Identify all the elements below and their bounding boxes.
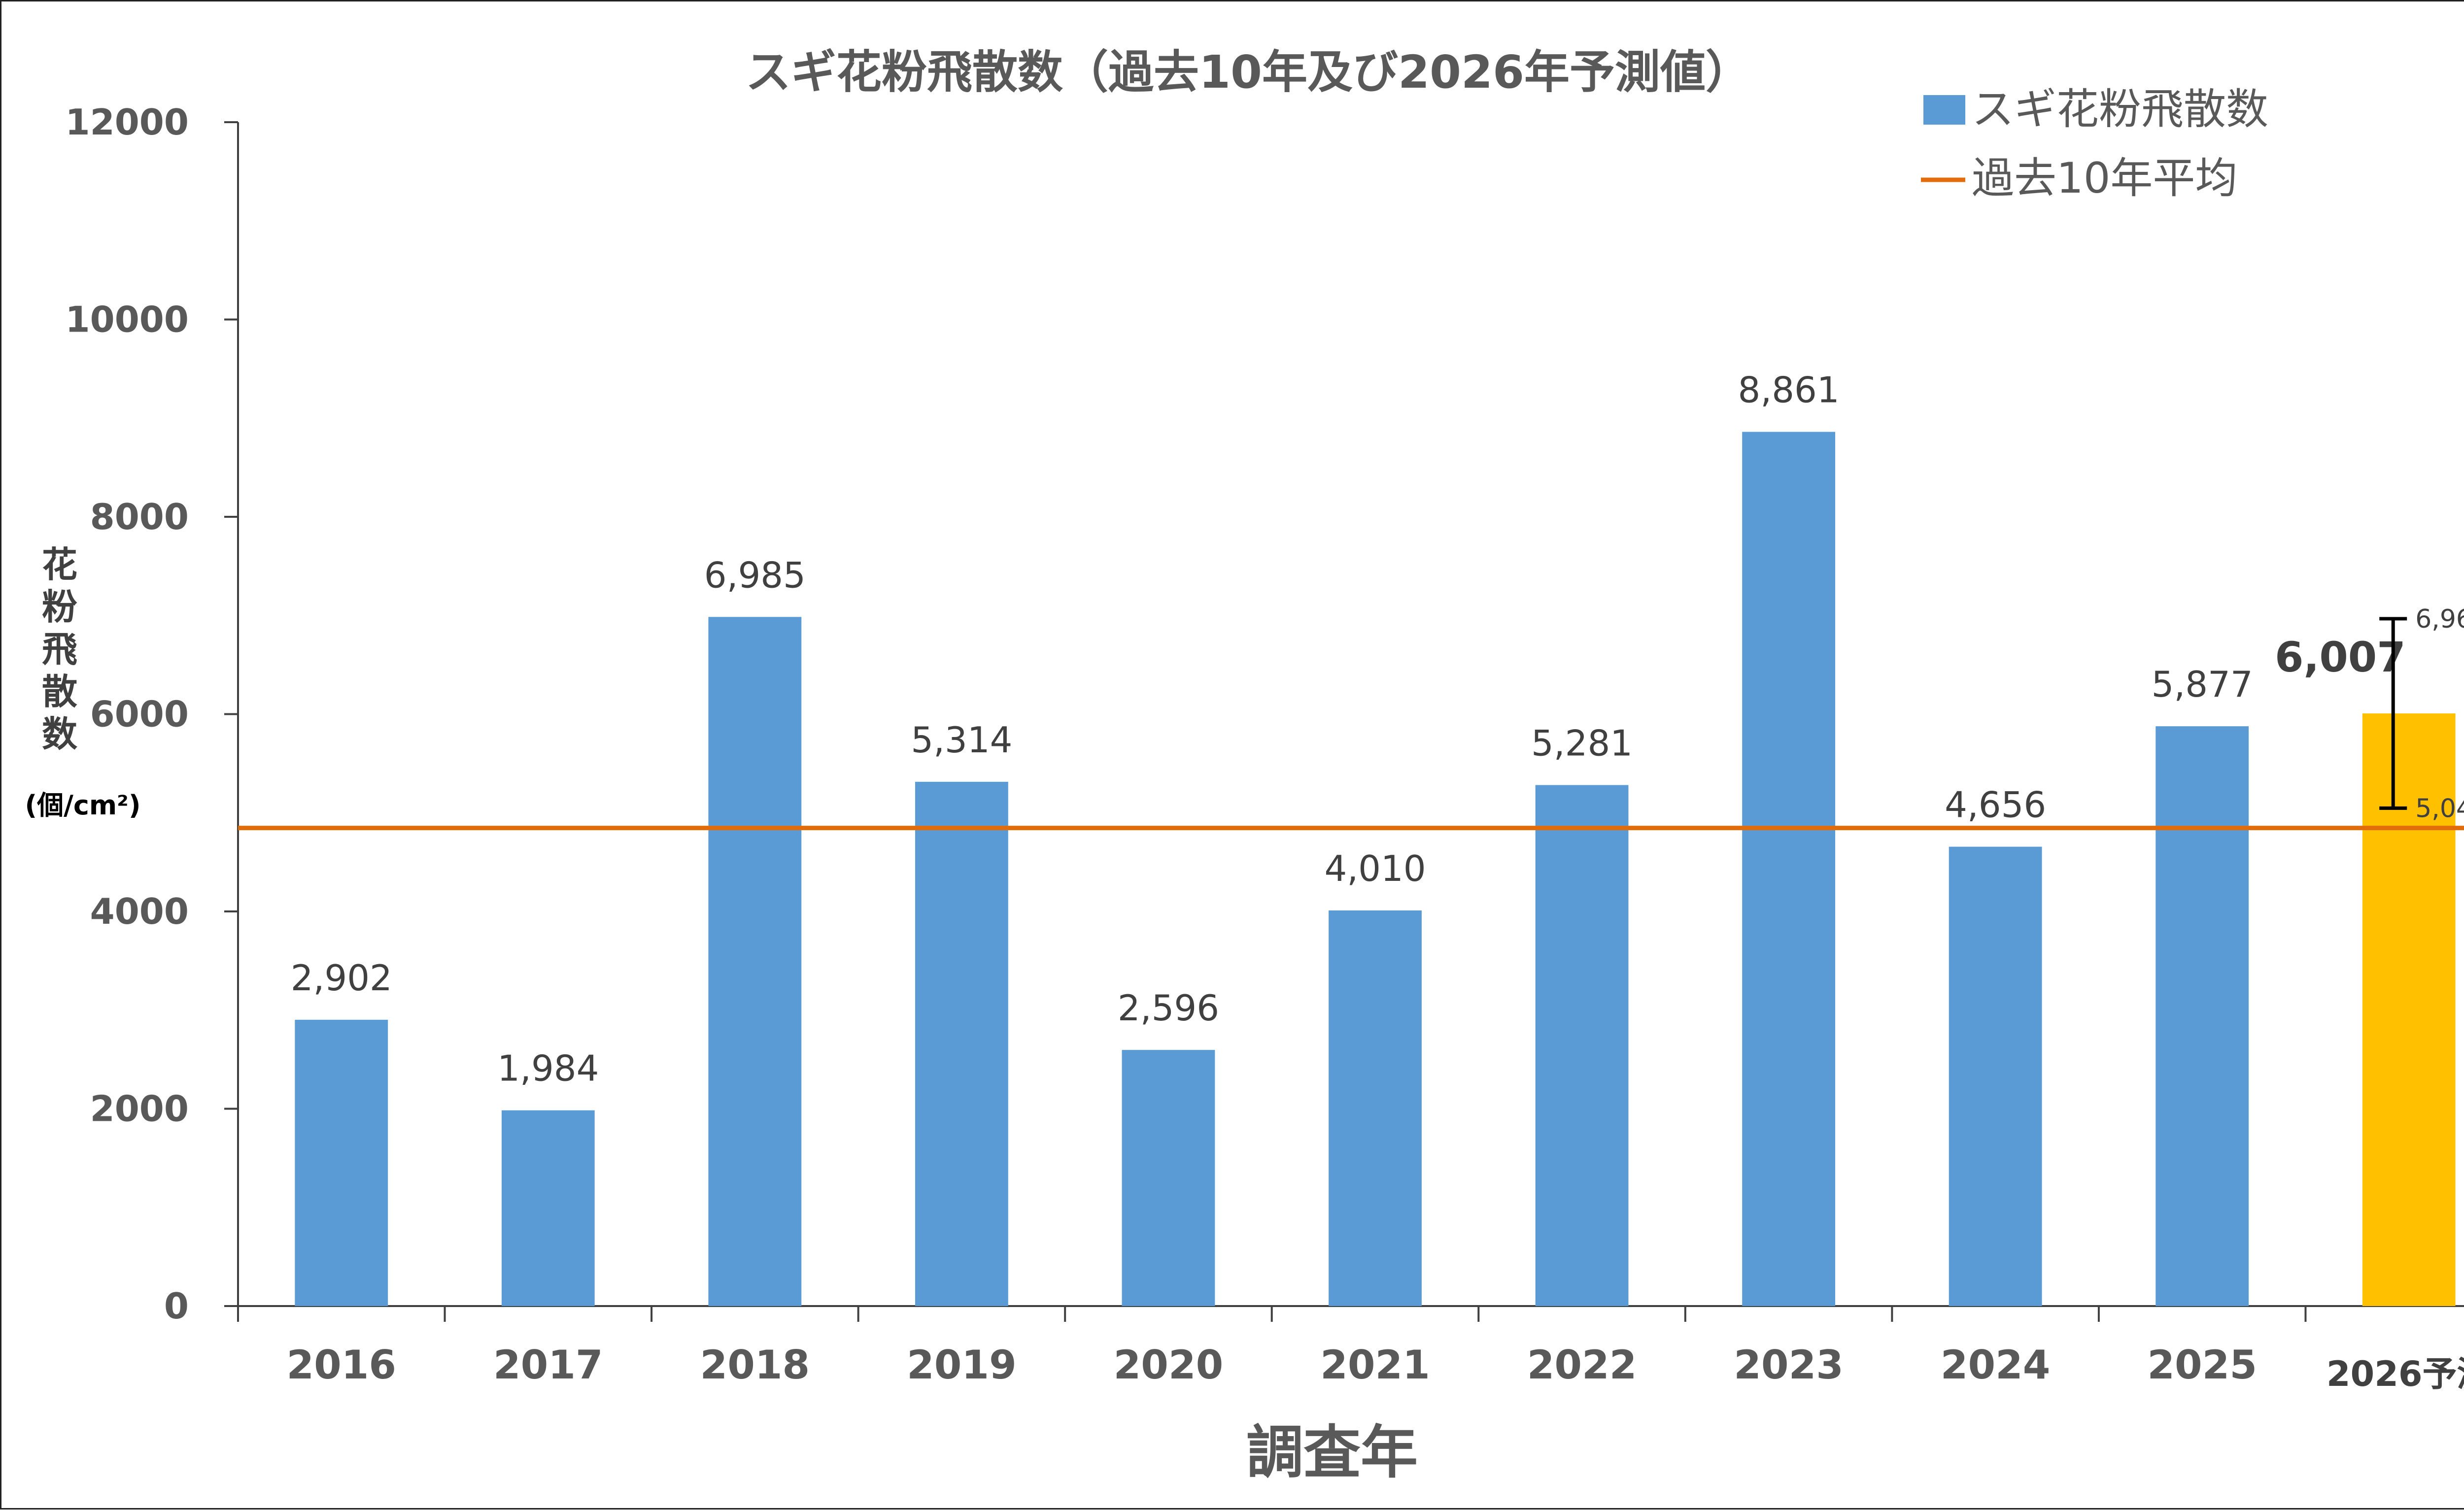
x-tick-label: 2021	[1320, 1342, 1430, 1388]
x-axis-title: 調査年	[1246, 1419, 1418, 1486]
data-label: 4,010	[1324, 848, 1426, 889]
data-label: 6,985	[704, 554, 806, 596]
y-tick-label: 0	[164, 1285, 189, 1327]
bar	[2156, 726, 2249, 1306]
x-tick-label: 2025	[2147, 1342, 2257, 1388]
x-tick-label: 2023	[1734, 1342, 1844, 1388]
error-bar-label-low: 5,047	[2415, 794, 2464, 823]
y-tick-label: 8000	[90, 496, 189, 537]
y-tick-label: 4000	[90, 891, 189, 932]
bar	[915, 781, 1008, 1306]
data-label: 6,007	[2275, 633, 2406, 681]
legend-label-average: 過去10年平均	[1972, 154, 2237, 203]
legend-swatch-bar	[1923, 95, 1965, 125]
bar	[1949, 846, 2042, 1306]
bar	[1742, 432, 1835, 1307]
x-tick-label: 2022	[1527, 1342, 1637, 1388]
x-tick-label: 2018	[700, 1342, 810, 1388]
x-tick-label: 2016	[286, 1342, 396, 1388]
data-label: 5,281	[1531, 722, 1633, 764]
bar	[708, 617, 802, 1306]
error-bar-label-high: 6,967	[2415, 604, 2464, 634]
y-axis-unit: (個/cm²)	[25, 790, 140, 821]
y-tick-label: 6000	[90, 694, 189, 735]
y-axis-label-char: 散	[42, 671, 77, 712]
data-label: 4,656	[1945, 784, 2046, 826]
bar	[1535, 785, 1629, 1306]
x-tick-label: 2019	[907, 1342, 1017, 1388]
y-axis-label: 花粉飛散数	[42, 544, 77, 755]
legend: スギ花粉飛散数 過去10年平均	[1921, 85, 2268, 203]
prediction-error-bar: 6,967 5,047	[2379, 604, 2464, 823]
bar	[501, 1110, 595, 1306]
y-axis-label-char: 数	[42, 713, 77, 755]
data-label: 8,861	[1738, 369, 1840, 411]
data-label: 2,902	[291, 957, 392, 999]
data-label: 2,596	[1118, 987, 1219, 1029]
y-axis-label-char: 花	[42, 544, 77, 585]
bars	[295, 432, 2456, 1307]
y-tick-label: 12000	[66, 101, 189, 143]
x-tick-label: 2026予測	[2327, 1354, 2464, 1394]
y-axis-label-char: 飛	[42, 629, 77, 670]
bar	[1122, 1050, 1215, 1306]
y-axis-label-char: 粉	[42, 586, 77, 628]
y-axis: 0 2000 4000 6000 8000 10000 12000	[66, 101, 239, 1327]
x-tick-label: 2017	[493, 1342, 603, 1388]
data-label: 1,984	[497, 1048, 599, 1089]
y-tick-label: 10000	[66, 299, 189, 340]
bar	[1329, 910, 1422, 1306]
chart-title: スギ花粉飛散数（過去10年及び2026年予測値）	[746, 46, 1751, 99]
x-tick-label: 2020	[1114, 1342, 1224, 1388]
bar	[295, 1019, 388, 1306]
x-axis: 2016 2017 2018 2019 2020 2021 2022 2023 2024 2025…	[237, 1305, 2464, 1394]
legend-label-bar: スギ花粉飛散数	[1972, 85, 2268, 134]
y-tick-label: 2000	[90, 1088, 189, 1130]
data-label: 5,314	[911, 719, 1012, 761]
data-label: 5,877	[2152, 664, 2253, 705]
x-tick-label: 2024	[1941, 1342, 2051, 1388]
data-labels: 2,902 1,984 6,985 5,314 2,596 4,010 5,281 8,861…	[291, 369, 2406, 1089]
bar-prediction	[2362, 713, 2456, 1306]
